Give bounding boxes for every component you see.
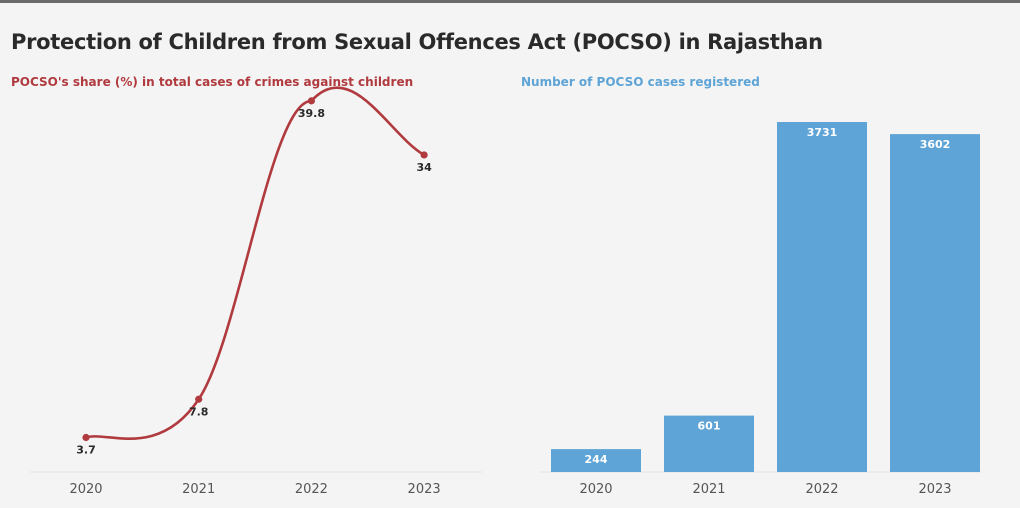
line-chart-title: POCSO's share (%) in total cases of crim… [11,75,414,89]
line-point-2021 [195,395,203,403]
top-rule [0,0,1020,3]
line-x-tick-2020: 2020 [69,482,102,497]
bar-x-tick-2023: 2023 [918,482,951,497]
line-x-tick-2022: 2022 [295,482,328,497]
line-point-2022 [307,97,315,105]
bar-data-label-2023: 3602 [920,138,951,151]
bar-data-label-2021: 601 [698,420,721,433]
bar-x-tick-2021: 2021 [692,482,725,497]
line-data-label-2021: 7.8 [189,405,209,418]
page-title: Protection of Children from Sexual Offen… [11,30,823,54]
line-point-2020 [82,433,90,442]
bar-2021 [664,415,754,472]
bar-chart-title: Number of POCSO cases registered [521,75,760,89]
line-point-2023 [420,151,428,159]
bar-x-tick-2022: 2022 [805,482,838,497]
line-data-label-2022: 39.8 [298,107,325,120]
line-data-label-2023: 34 [416,161,432,174]
line-data-label-2020: 3.7 [76,443,96,456]
line-x-tick-2021: 2021 [182,482,215,497]
bar-2020 [551,449,641,472]
bar-data-label-2020: 244 [585,453,608,466]
line-x-tick-2023: 2023 [408,482,441,497]
bar-x-tick-2020: 2020 [579,482,612,497]
bar-data-label-2022: 3731 [807,126,838,139]
bar-2023 [890,134,980,472]
line-series-pocso-share [85,86,425,440]
bar-2022 [777,122,867,472]
